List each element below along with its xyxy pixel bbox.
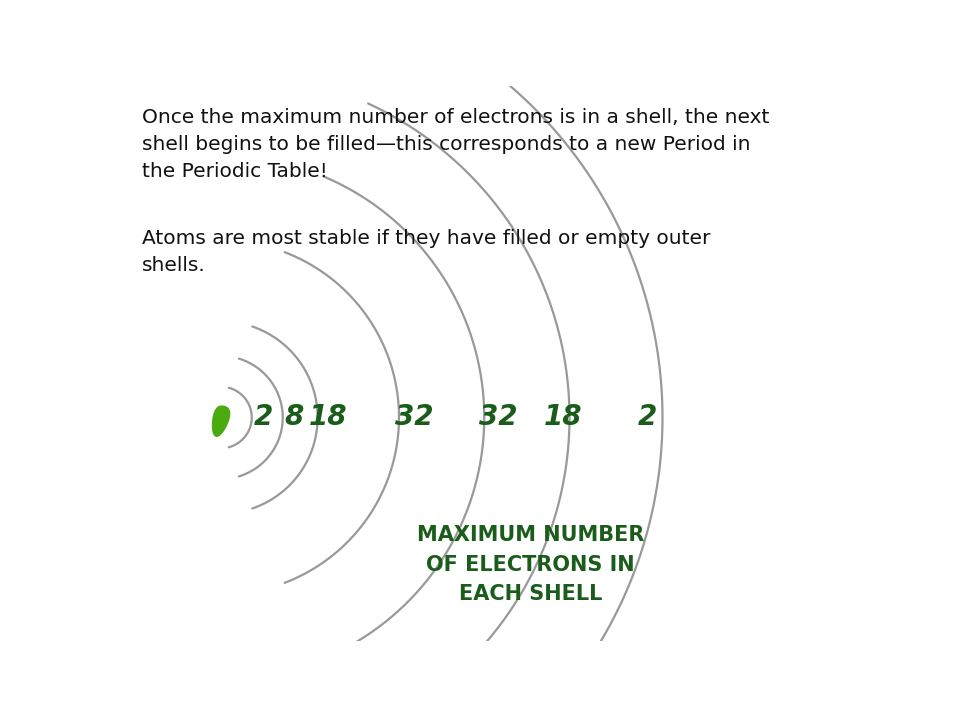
Text: 18: 18: [308, 403, 347, 431]
Text: 2: 2: [253, 403, 273, 431]
Text: Once the maximum number of electrons is in a shell, the next
shell begins to be : Once the maximum number of electrons is …: [142, 108, 769, 181]
Text: 32: 32: [396, 403, 434, 431]
Polygon shape: [212, 406, 229, 436]
Text: 18: 18: [544, 403, 583, 431]
Text: 8: 8: [285, 403, 304, 431]
Text: MAXIMUM NUMBER
OF ELECTRONS IN
EACH SHELL: MAXIMUM NUMBER OF ELECTRONS IN EACH SHEL…: [417, 526, 644, 605]
Text: 2: 2: [637, 403, 657, 431]
Text: 32: 32: [479, 403, 517, 431]
Text: Atoms are most stable if they have filled or empty outer
shells.: Atoms are most stable if they have fille…: [142, 229, 710, 275]
